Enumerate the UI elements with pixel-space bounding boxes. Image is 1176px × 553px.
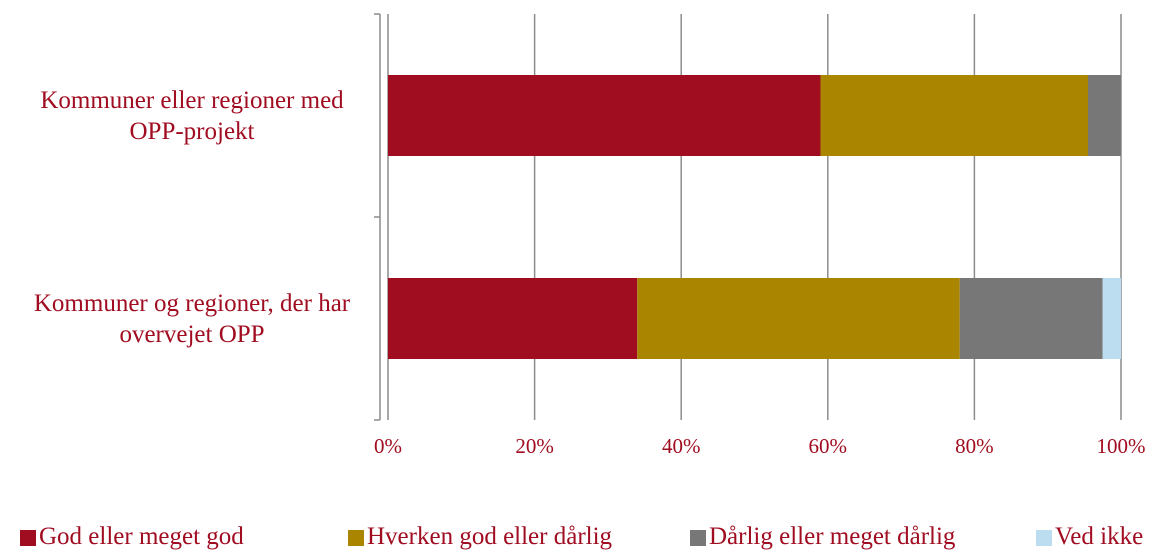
legend-swatch <box>20 530 36 546</box>
x-tick-label: 0% <box>374 434 402 458</box>
bar-segment <box>388 278 638 359</box>
bar-segment <box>959 278 1103 359</box>
legend-swatch <box>690 530 706 546</box>
x-tick-label: 80% <box>955 434 994 458</box>
legend-label: Dårlig eller meget dårlig <box>709 523 956 550</box>
legend-label: Hverken god eller dårlig <box>367 523 613 550</box>
bar-segment <box>388 75 821 156</box>
legend-swatch <box>1036 530 1052 546</box>
y-tick-label: Kommuner og regioner, der har overvejet … <box>33 289 351 348</box>
legend-label: Ved ikke <box>1055 523 1144 550</box>
bar-segment <box>637 278 960 359</box>
bar-segment <box>1088 75 1121 156</box>
x-tick-label: 60% <box>809 434 848 458</box>
bar-segment <box>1102 278 1121 359</box>
legend-swatch <box>348 530 364 546</box>
legend-label: God eller meget god <box>39 523 244 550</box>
x-tick-label: 100% <box>1097 434 1146 458</box>
x-tick-label: 20% <box>515 434 554 458</box>
x-tick-label: 40% <box>662 434 701 458</box>
y-tick-label: Kommuner eller regioner med OPP-projekt <box>40 86 344 145</box>
bar-segment <box>820 75 1089 156</box>
